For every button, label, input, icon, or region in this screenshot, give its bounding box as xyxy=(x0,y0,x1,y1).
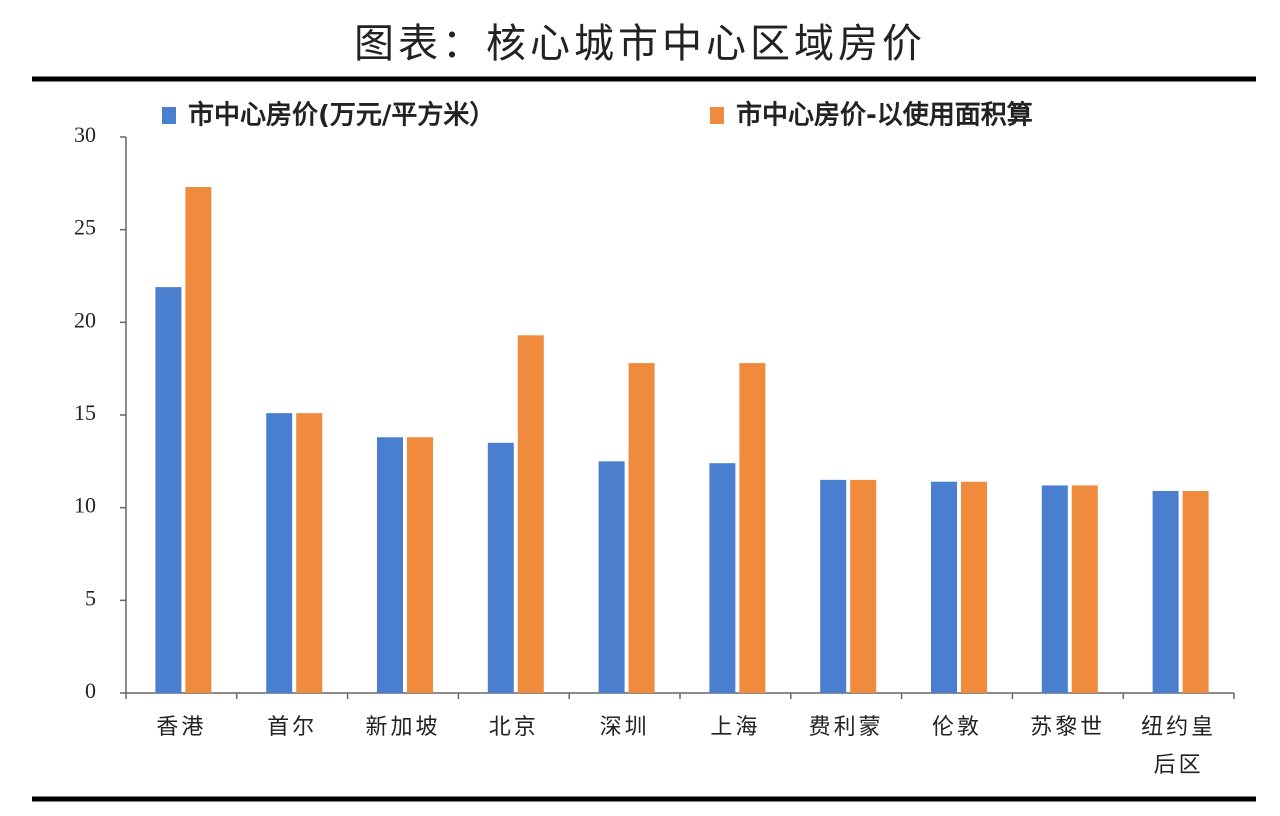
x-tick-label: 首尔 xyxy=(267,715,318,740)
bar xyxy=(850,479,877,693)
y-tick-label: 25 xyxy=(74,215,96,240)
y-tick-label: 15 xyxy=(74,400,96,425)
legend-swatch xyxy=(162,107,176,124)
bar xyxy=(487,442,514,693)
bar xyxy=(266,413,293,693)
bar xyxy=(961,481,987,693)
y-tick-label: 0 xyxy=(85,678,96,703)
bar xyxy=(1152,490,1179,693)
x-tick-label: 伦敦 xyxy=(931,715,982,740)
legend-label: 市中心房价-以使用面积算 xyxy=(736,100,1033,131)
bar xyxy=(1071,485,1098,693)
x-tick-label: 新加坡 xyxy=(365,715,441,740)
bar xyxy=(1182,490,1209,693)
bar xyxy=(185,187,212,694)
bar xyxy=(709,463,736,693)
legend-label: 市中心房价(万元/平方米） xyxy=(188,100,495,131)
bar xyxy=(296,413,323,693)
y-tick-label: 20 xyxy=(74,307,96,332)
bar xyxy=(517,335,544,693)
bar xyxy=(931,481,957,693)
chart-title: 图表：核心城市中心区域房价 xyxy=(354,21,926,67)
bar xyxy=(407,437,433,693)
x-tick-label: 深圳 xyxy=(599,715,650,740)
x-tick-label: 香港 xyxy=(156,715,207,740)
x-tick-label: 苏黎世 xyxy=(1030,715,1106,740)
bar xyxy=(820,479,847,693)
x-tick-label: 上海 xyxy=(710,715,761,740)
y-tick-label: 5 xyxy=(85,585,96,610)
bar xyxy=(377,437,403,693)
y-tick-label: 30 xyxy=(74,122,96,147)
bar xyxy=(155,287,182,693)
x-tick-label: 北京 xyxy=(488,715,539,740)
bar xyxy=(739,363,766,693)
bar xyxy=(628,363,655,693)
x-tick-label: 费利蒙 xyxy=(808,715,884,740)
x-tick-label: 纽约皇后区 xyxy=(1141,715,1217,778)
legend-swatch xyxy=(710,107,724,124)
y-tick-label: 10 xyxy=(74,493,96,518)
bar xyxy=(598,461,625,693)
bar xyxy=(1041,485,1068,693)
